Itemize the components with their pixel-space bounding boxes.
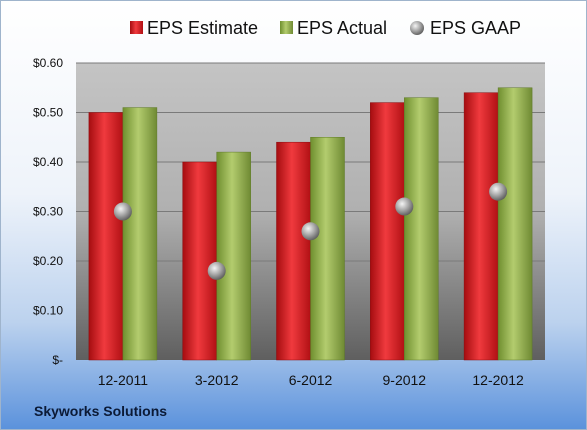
y-tick-label: $0.10 [33, 304, 63, 318]
x-tick-label: 6-2012 [289, 372, 333, 388]
x-axis: 12-2011 3-2012 6-2012 9-2012 12-2012 [98, 372, 524, 388]
marker-eps-gaap [207, 261, 226, 280]
bar-eps-estimate [370, 102, 405, 361]
legend-label-eps-estimate: EPS Estimate [147, 18, 258, 38]
bar-eps-actual [216, 151, 251, 361]
gaap-markers [113, 182, 508, 280]
bar-eps-actual [497, 87, 533, 361]
legend: EPS Estimate EPS Actual EPS GAAP [130, 18, 521, 38]
bar-eps-estimate [276, 141, 311, 361]
bar-eps-estimate [463, 92, 499, 361]
x-tick-label: 9-2012 [383, 372, 427, 388]
y-tick-label: $- [52, 353, 63, 367]
marker-eps-gaap [395, 197, 414, 216]
x-tick-label: 12-2012 [472, 372, 524, 388]
bar-eps-estimate [182, 161, 217, 361]
company-name: Skyworks Solutions [34, 403, 168, 419]
legend-eps-estimate: EPS Estimate [130, 18, 258, 38]
legend-swatch-eps-estimate [130, 21, 143, 34]
marker-eps-gaap [113, 202, 132, 221]
bar-eps-estimate [88, 112, 124, 361]
legend-eps-gaap: EPS GAAP [410, 18, 521, 38]
marker-eps-gaap [489, 182, 508, 201]
marker-eps-gaap [301, 222, 320, 241]
bar-eps-actual [404, 97, 439, 361]
bars [88, 87, 533, 361]
bar-eps-actual [310, 137, 345, 361]
legend-swatch-eps-actual [280, 21, 293, 34]
legend-swatch-eps-gaap [410, 21, 424, 35]
y-tick-label: $0.60 [33, 56, 63, 70]
y-tick-label: $0.20 [33, 254, 63, 268]
y-tick-label: $0.40 [33, 155, 63, 169]
legend-eps-actual: EPS Actual [280, 18, 387, 38]
legend-label-eps-actual: EPS Actual [297, 18, 387, 38]
y-axis: $- $0.10 $0.20 $0.30 $0.40 $0.50 $0.60 [33, 56, 63, 367]
x-tick-label: 12-2011 [98, 372, 149, 388]
bar-eps-actual [122, 107, 158, 361]
legend-label-eps-gaap: EPS GAAP [430, 18, 521, 38]
x-tick-label: 3-2012 [195, 372, 239, 388]
y-tick-label: $0.50 [33, 106, 63, 120]
y-tick-label: $0.30 [33, 205, 63, 219]
